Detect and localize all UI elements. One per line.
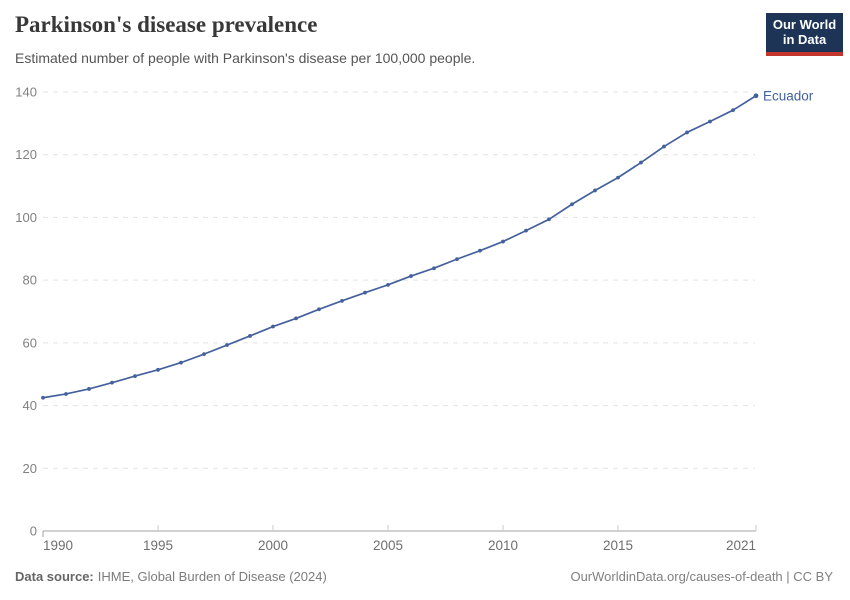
data-point[interactable] (501, 239, 505, 244)
data-point[interactable] (547, 217, 551, 222)
chart-footer: Data source: IHME, Global Burden of Disea… (15, 569, 833, 584)
series-line-ecuador[interactable] (42, 94, 757, 399)
data-point[interactable] (616, 175, 620, 180)
data-point[interactable] (593, 188, 597, 193)
data-point[interactable] (156, 367, 160, 372)
x-axis-tick-label: 1995 (143, 538, 173, 553)
data-point[interactable] (64, 392, 68, 396)
data-point[interactable] (179, 360, 183, 365)
data-point[interactable] (363, 290, 367, 295)
x-axis-tick-label: 2010 (488, 538, 518, 553)
data-point[interactable] (340, 298, 344, 303)
data-point[interactable] (524, 228, 528, 233)
y-axis-tick-label: 120 (15, 147, 37, 162)
y-axis-tick-label: 100 (15, 210, 37, 225)
y-axis-tick-label: 20 (23, 461, 37, 476)
chart-subtitle: Estimated number of people with Parkinso… (15, 50, 476, 66)
series-label-ecuador[interactable]: Ecuador (763, 88, 814, 103)
owid-logo-line1: Our World (772, 17, 837, 32)
data-point[interactable] (409, 274, 413, 278)
y-axis-tick-label: 0 (30, 524, 37, 539)
data-point[interactable] (386, 282, 390, 287)
data-point[interactable] (685, 130, 689, 135)
data-source-text: IHME, Global Burden of Disease (2024) (97, 569, 327, 584)
data-point[interactable] (478, 248, 482, 253)
y-axis-tick-label: 140 (15, 85, 37, 100)
owid-logo: Our World in Data (766, 13, 843, 56)
footer-link[interactable]: OurWorldinData.org/causes-of-death | CC … (570, 569, 833, 584)
data-point[interactable] (271, 324, 275, 329)
y-axis-tick-label: 40 (23, 398, 37, 413)
data-point[interactable] (753, 93, 759, 99)
x-axis-tick-label: 2005 (373, 538, 403, 553)
data-point[interactable] (570, 202, 574, 207)
data-source-label: Data source: (15, 569, 94, 584)
owid-logo-line2: in Data (782, 32, 827, 47)
data-point[interactable] (432, 266, 436, 271)
data-point[interactable] (317, 307, 321, 312)
y-axis-tick-label: 60 (23, 335, 37, 350)
data-point[interactable] (708, 119, 712, 124)
data-point[interactable] (455, 257, 459, 262)
data-point[interactable] (133, 374, 137, 378)
data-point[interactable] (248, 334, 252, 338)
data-point[interactable] (41, 395, 45, 400)
x-axis-tick-label: 2021 (726, 538, 756, 553)
data-point[interactable] (202, 352, 206, 357)
data-point[interactable] (639, 160, 643, 165)
data-point[interactable] (662, 144, 666, 149)
data-point[interactable] (110, 380, 114, 385)
data-source: Data source: IHME, Global Burden of Disea… (15, 569, 327, 584)
data-point[interactable] (87, 387, 91, 391)
page-title: Parkinson's disease prevalence (15, 12, 318, 37)
data-point[interactable] (225, 343, 229, 347)
x-axis-tick-label: 2015 (603, 538, 633, 553)
x-axis-tick-label: 1990 (43, 538, 73, 553)
data-point[interactable] (294, 316, 298, 321)
y-axis-tick-label: 80 (23, 273, 37, 288)
x-axis-tick-label: 2000 (258, 538, 288, 553)
data-point[interactable] (731, 108, 735, 113)
